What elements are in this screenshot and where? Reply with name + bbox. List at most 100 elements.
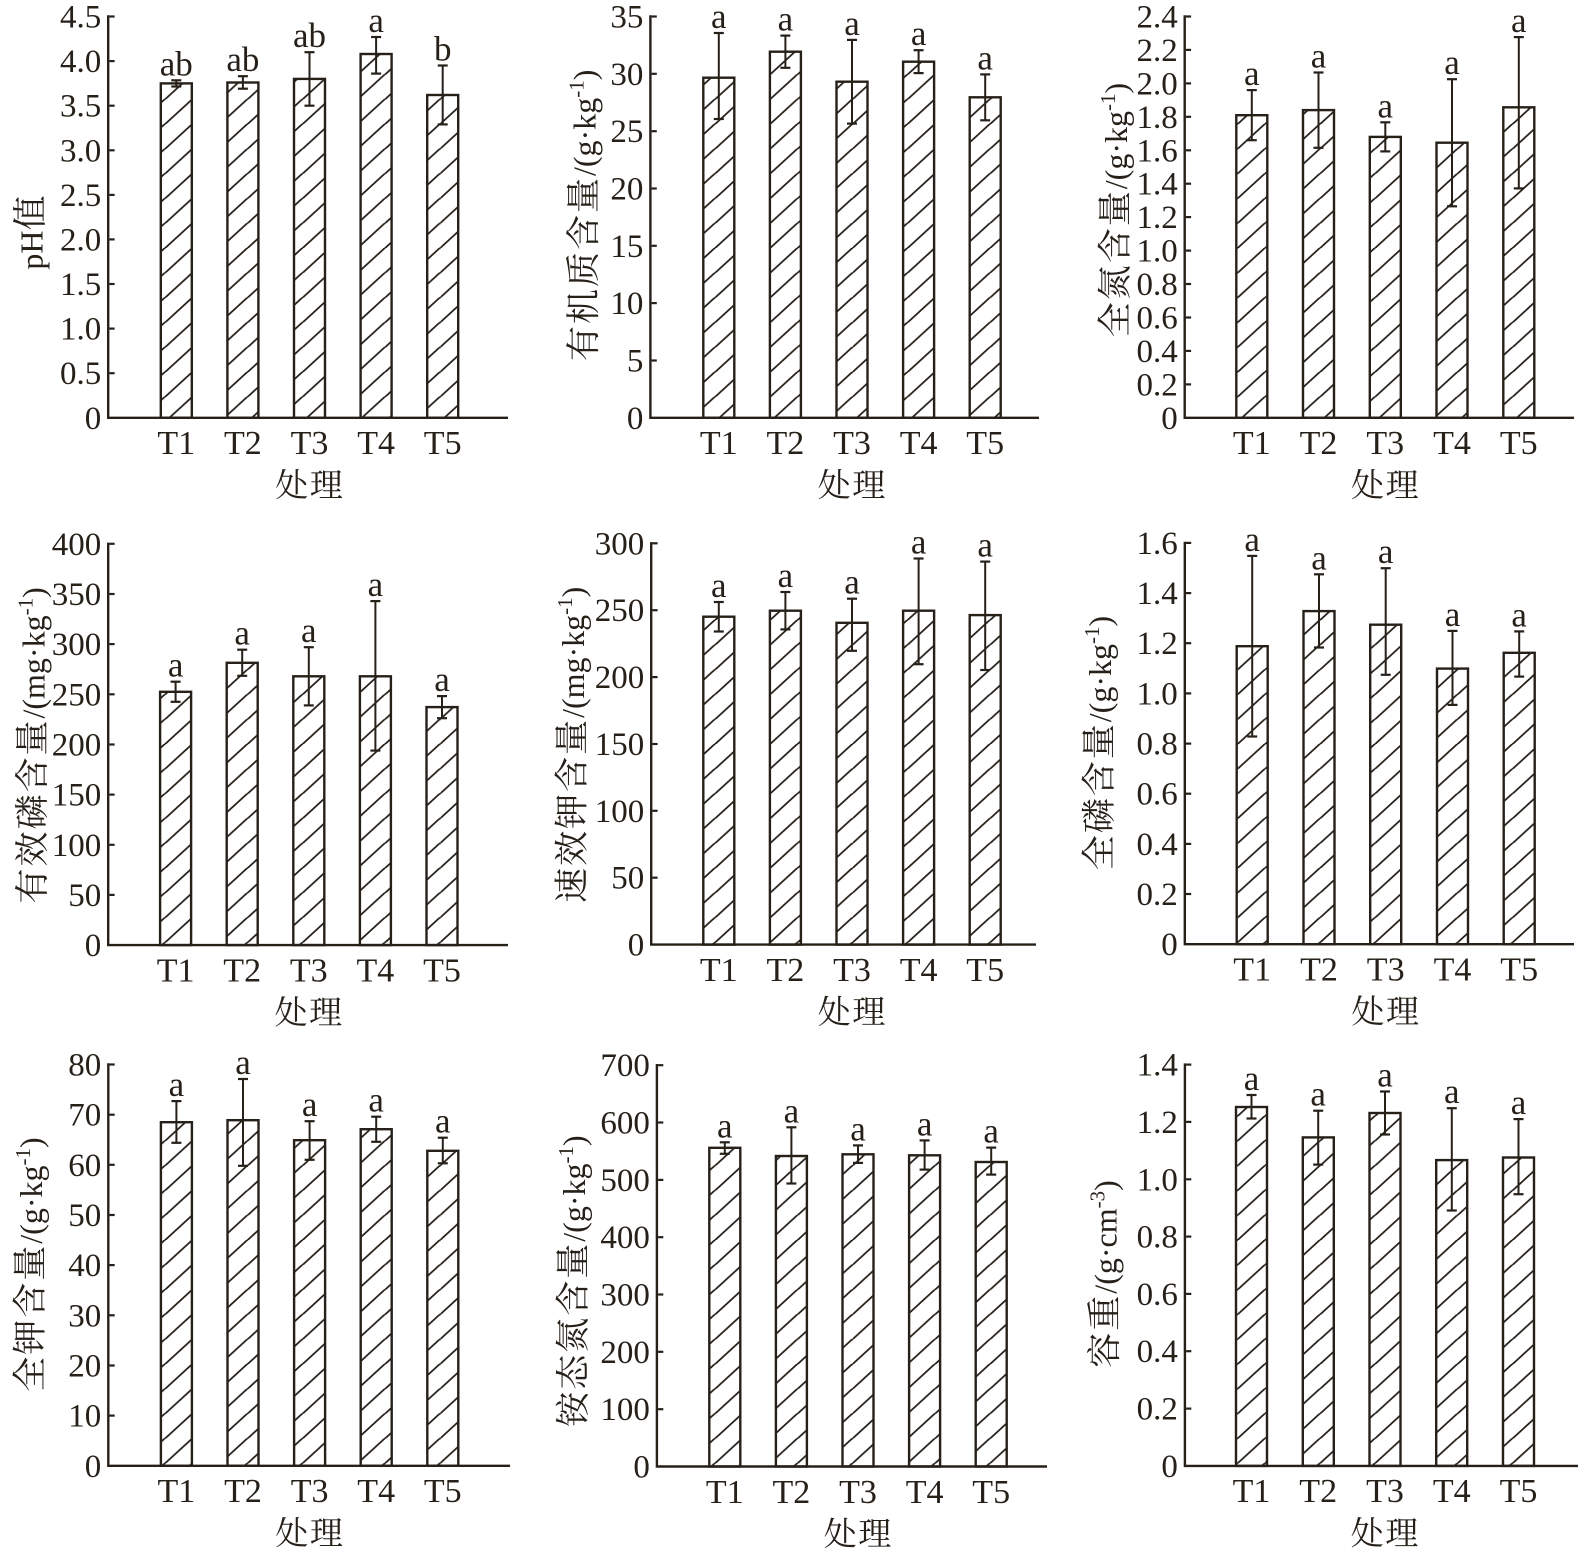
svg-text:pH: pH xyxy=(13,230,49,269)
svg-text:15: 15 xyxy=(610,229,643,265)
svg-text:250: 250 xyxy=(595,593,645,629)
svg-text:a: a xyxy=(1244,1059,1260,1098)
svg-text:T4: T4 xyxy=(357,425,395,462)
svg-text:0: 0 xyxy=(85,928,102,964)
svg-text:T2: T2 xyxy=(224,425,262,462)
svg-text:1.0: 1.0 xyxy=(60,312,101,348)
svg-text:a: a xyxy=(911,523,927,562)
svg-text:a: a xyxy=(778,556,794,595)
svg-text:a: a xyxy=(1511,595,1527,634)
svg-text:0.6: 0.6 xyxy=(1137,777,1178,813)
svg-text:ab: ab xyxy=(293,16,326,55)
svg-text:a: a xyxy=(844,4,860,43)
svg-text:T5: T5 xyxy=(972,1474,1010,1511)
svg-text:a: a xyxy=(917,1104,933,1143)
svg-text:a: a xyxy=(1378,532,1394,571)
svg-text:100: 100 xyxy=(600,1392,650,1428)
svg-text:0.8: 0.8 xyxy=(1137,727,1178,763)
svg-text:250: 250 xyxy=(52,677,102,713)
svg-text:0.8: 0.8 xyxy=(1136,267,1177,303)
svg-text:400: 400 xyxy=(600,1220,650,1256)
svg-text:a: a xyxy=(1244,54,1260,93)
svg-text:1.2: 1.2 xyxy=(1136,200,1177,236)
svg-text:1.4: 1.4 xyxy=(1137,1048,1178,1084)
svg-text:10: 10 xyxy=(610,286,643,322)
svg-text:0: 0 xyxy=(628,928,645,964)
svg-text:T1: T1 xyxy=(1233,952,1271,989)
svg-text:0.2: 0.2 xyxy=(1137,877,1178,913)
svg-text:0: 0 xyxy=(1161,1449,1178,1485)
svg-text:4.5: 4.5 xyxy=(60,0,101,36)
svg-text:T4: T4 xyxy=(1434,952,1472,989)
svg-text:150: 150 xyxy=(52,778,102,814)
svg-text:1.2: 1.2 xyxy=(1137,1105,1178,1141)
svg-text:T2: T2 xyxy=(767,952,805,989)
svg-text:T4: T4 xyxy=(900,952,938,989)
svg-text:10: 10 xyxy=(68,1399,101,1435)
svg-text:1.0: 1.0 xyxy=(1136,234,1177,270)
svg-text:1.8: 1.8 xyxy=(1136,100,1177,136)
svg-text:1.4: 1.4 xyxy=(1136,167,1177,203)
svg-text:T5: T5 xyxy=(1500,425,1538,462)
svg-text:300: 300 xyxy=(52,627,102,663)
svg-text:a: a xyxy=(1444,43,1460,82)
svg-text:5: 5 xyxy=(627,344,644,380)
svg-text:70: 70 xyxy=(68,1098,101,1134)
svg-text:T5: T5 xyxy=(1500,952,1538,989)
svg-text:T1: T1 xyxy=(157,425,195,462)
svg-text:a: a xyxy=(1444,1072,1460,1111)
svg-text:2.5: 2.5 xyxy=(60,178,101,214)
svg-text:0: 0 xyxy=(1161,401,1178,437)
svg-text:1.2: 1.2 xyxy=(1137,626,1178,662)
svg-text:T3: T3 xyxy=(290,952,328,989)
svg-text:1.5: 1.5 xyxy=(60,267,101,303)
svg-text:a: a xyxy=(711,566,727,605)
svg-text:400: 400 xyxy=(52,527,102,563)
svg-text:a: a xyxy=(983,1112,999,1151)
svg-text:a: a xyxy=(1511,1083,1527,1122)
svg-text:a: a xyxy=(301,611,317,650)
svg-text:T4: T4 xyxy=(357,1473,395,1510)
svg-text:T5: T5 xyxy=(966,425,1004,462)
svg-text:30: 30 xyxy=(610,57,643,93)
svg-text:T3: T3 xyxy=(839,1474,877,1511)
svg-text:700: 700 xyxy=(600,1048,650,1084)
svg-text:0.2: 0.2 xyxy=(1137,1392,1178,1428)
svg-text:T1: T1 xyxy=(706,1474,744,1511)
svg-text:T4: T4 xyxy=(900,425,938,462)
svg-text:500: 500 xyxy=(600,1163,650,1199)
svg-text:a: a xyxy=(168,646,184,685)
svg-text:a: a xyxy=(850,1109,866,1148)
svg-text:a: a xyxy=(844,563,860,602)
svg-text:ab: ab xyxy=(226,40,259,79)
svg-text:20: 20 xyxy=(68,1349,101,1385)
svg-text:T5: T5 xyxy=(424,1473,462,1510)
svg-text:1.4: 1.4 xyxy=(1137,576,1178,612)
svg-text:60: 60 xyxy=(68,1148,101,1184)
svg-text:T1: T1 xyxy=(700,952,738,989)
svg-text:2.2: 2.2 xyxy=(1136,33,1177,69)
svg-text:a: a xyxy=(234,614,250,653)
svg-text:1.6: 1.6 xyxy=(1136,133,1177,169)
svg-text:T3: T3 xyxy=(291,1473,329,1510)
svg-text:1.6: 1.6 xyxy=(1137,526,1178,562)
svg-text:a: a xyxy=(1311,538,1327,577)
svg-text:200: 200 xyxy=(600,1335,650,1371)
svg-text:a: a xyxy=(911,14,927,53)
svg-text:100: 100 xyxy=(595,794,645,830)
svg-text:200: 200 xyxy=(52,728,102,764)
svg-text:0.6: 0.6 xyxy=(1137,1277,1178,1313)
svg-text:0.2: 0.2 xyxy=(1136,367,1177,403)
svg-text:3.0: 3.0 xyxy=(60,133,101,169)
svg-text:0.4: 0.4 xyxy=(1137,827,1178,863)
svg-text:a: a xyxy=(977,38,993,77)
svg-text:1.0: 1.0 xyxy=(1137,676,1178,712)
svg-text:T1: T1 xyxy=(700,425,738,462)
svg-text:2.0: 2.0 xyxy=(1136,66,1177,102)
svg-text:25: 25 xyxy=(610,114,643,150)
svg-text:a: a xyxy=(1511,1,1527,40)
svg-text:T3: T3 xyxy=(833,952,871,989)
svg-text:350: 350 xyxy=(52,577,102,613)
svg-text:T5: T5 xyxy=(423,952,461,989)
svg-text:20: 20 xyxy=(610,172,643,208)
